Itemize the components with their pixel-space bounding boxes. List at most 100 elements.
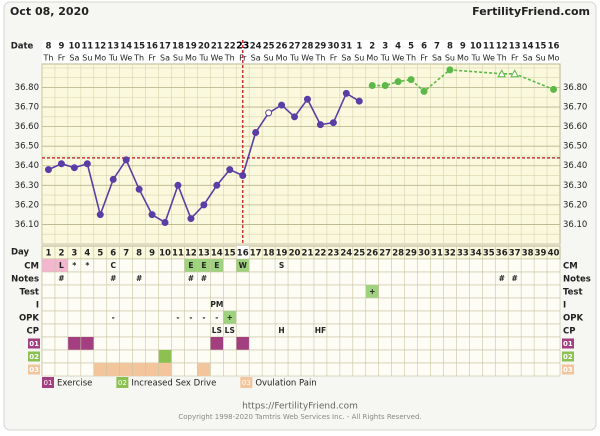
day-number: 38 <box>522 249 534 259</box>
date-label: 3 <box>382 42 388 52</box>
day-number: 30 <box>418 249 430 259</box>
weekday-label: Th <box>42 54 53 63</box>
weekday-label: Sa <box>523 54 533 63</box>
weekday-label: Sa <box>251 54 261 63</box>
row-cell-text: - <box>176 313 179 322</box>
date-label: 20 <box>198 42 210 52</box>
day-number: 19 <box>276 249 288 259</box>
row-cell <box>210 337 224 350</box>
day-number: 16 <box>237 249 249 259</box>
y-tick-label: 36.20 <box>15 200 39 210</box>
day-number: 20 <box>289 249 301 259</box>
weekday-label: Mo <box>366 54 378 63</box>
row-cell-text: E <box>201 261 206 270</box>
row-cell-text: # <box>512 274 518 283</box>
legend-swatch <box>42 377 54 388</box>
row-cell-text: E <box>188 261 193 270</box>
row-cell <box>158 350 172 363</box>
date-label: 15 <box>133 42 145 52</box>
legend-code: 03 <box>242 379 251 387</box>
weekday-label: Su <box>264 54 274 63</box>
row-cell <box>158 363 172 376</box>
date-label: 4 <box>395 42 401 52</box>
weekday-label: Th <box>133 54 144 63</box>
temperature-point <box>497 69 507 78</box>
header-bg <box>42 40 560 64</box>
weekday-label: Tu <box>108 54 118 63</box>
weekday-label: Sa <box>160 54 170 63</box>
row-cell <box>67 337 81 350</box>
row-label-right: CM <box>563 262 578 272</box>
weekday-label: Tu <box>380 54 390 63</box>
date-label: 9 <box>460 42 466 52</box>
day-number: 3 <box>71 249 77 259</box>
date-label: 2 <box>369 42 375 52</box>
row-label-right: 01 <box>563 340 573 348</box>
date-label: 19 <box>185 42 197 52</box>
date-label: 16 <box>146 42 158 52</box>
day-number: 22 <box>315 249 327 259</box>
day-number: 15 <box>224 249 236 259</box>
weekday-label: Mo <box>94 54 106 63</box>
row-cell-text: # <box>58 274 64 283</box>
row-label: CP <box>27 327 39 337</box>
temperature-point <box>342 89 350 97</box>
temperature-point <box>57 160 65 168</box>
temperature-point <box>187 215 195 223</box>
date-label: 31 <box>340 42 352 52</box>
day-number: 35 <box>483 249 495 259</box>
temperature-point <box>83 160 91 168</box>
day-number: 31 <box>431 249 443 259</box>
row-cell-text: * <box>72 261 76 270</box>
legend-label: Increased Sex Drive <box>131 379 216 389</box>
y-tick-label: 36.70 <box>15 103 39 113</box>
weekday-label: We <box>392 54 404 63</box>
date-label: 18 <box>172 42 184 52</box>
row-cell-text: * <box>85 261 89 270</box>
y-tick-label: 36.10 <box>15 220 39 230</box>
row-cell-text: # <box>499 274 505 283</box>
weekday-label: Th <box>314 54 325 63</box>
row-cell-text: S <box>279 261 284 270</box>
legend-swatch <box>116 377 129 388</box>
date-label: 16 <box>548 42 560 52</box>
weekday-label: Fr <box>511 54 519 63</box>
row-label: Notes <box>11 275 39 285</box>
row-label-box <box>28 364 40 375</box>
weekday-label: Mo <box>457 54 469 63</box>
day-number: 32 <box>444 249 456 259</box>
temperature-point <box>213 181 221 189</box>
row-label-right: Test <box>563 288 583 298</box>
day-number: 5 <box>97 249 103 259</box>
temperature-point <box>265 109 273 117</box>
weekday-label: Tu <box>470 54 480 63</box>
row-cell <box>236 259 250 272</box>
weekday-label: Su <box>173 54 183 63</box>
temperature-point <box>109 175 117 183</box>
row-cell-text: + <box>369 287 375 296</box>
day-number: 36 <box>496 249 508 259</box>
y-tick-label-right: 36.70 <box>563 103 587 113</box>
day-number: 6 <box>110 249 116 259</box>
row-cell <box>106 363 120 376</box>
y-tick-label: 36.50 <box>15 142 39 152</box>
day-number: 33 <box>457 249 469 259</box>
row-cell <box>197 363 211 376</box>
row-cell <box>93 363 107 376</box>
weekday-label: Fr <box>420 54 428 63</box>
date-title: Oct 08, 2020 <box>10 5 89 18</box>
date-label: 28 <box>302 42 314 52</box>
date-label: 17 <box>159 42 171 52</box>
legend-label: Exercise <box>57 379 92 389</box>
temperature-point <box>70 164 78 172</box>
row-label: 02 <box>29 353 39 361</box>
date-label: 1 <box>356 42 362 52</box>
row-cell-text: # <box>110 274 116 283</box>
day-number: 12 <box>185 249 197 259</box>
temperature-point <box>291 113 299 121</box>
weekday-label: Th <box>496 54 507 63</box>
footer-url: https://FertilityFriend.com <box>242 402 358 412</box>
temperature-point <box>135 185 143 193</box>
y-tick-label: 36.60 <box>15 122 39 132</box>
row-cell-text: HF <box>315 326 326 335</box>
